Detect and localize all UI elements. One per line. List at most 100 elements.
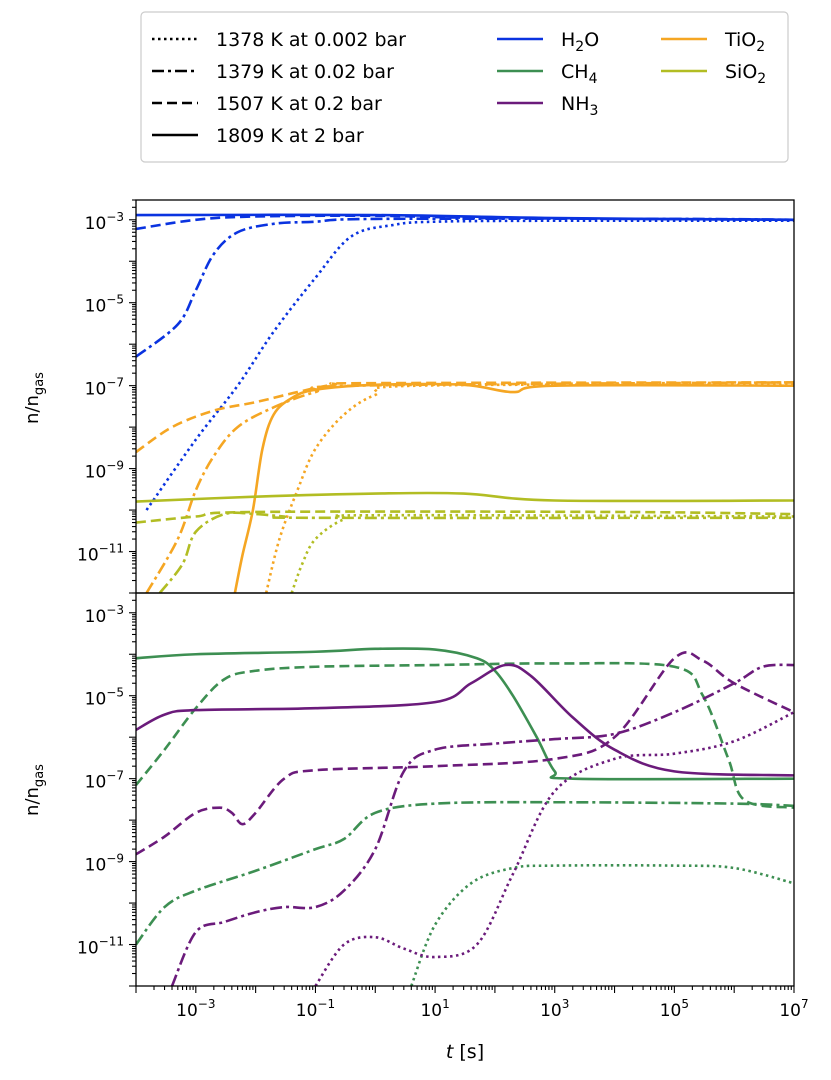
- x-tick-label-base: 10: [296, 1001, 318, 1021]
- y-tick-label-base: 10: [77, 546, 99, 566]
- legend-species-sub: 3: [590, 103, 599, 119]
- series-tio2-1507-k-at-0-2-bar: [136, 381, 794, 454]
- x-tick-label-exp: −1: [317, 997, 335, 1011]
- series-sio2-1378-k-at-0-002-bar: [290, 513, 794, 593]
- x-tick-label-exp: 3: [562, 997, 570, 1011]
- legend-species-label: H2O: [561, 29, 599, 55]
- x-axis-label-unit: [s]: [453, 1041, 484, 1063]
- y-tick-label: 10−3: [85, 603, 124, 627]
- y-tick-label: 10−7: [85, 376, 124, 400]
- legend-linestyle-label: 1379 K at 0.02 bar: [216, 61, 394, 83]
- series-tio2-1809-k-at-2-bar: [233, 382, 794, 593]
- x-tick-label: 101: [420, 997, 449, 1021]
- legend-linestyle-label: 1507 K at 0.2 bar: [216, 93, 382, 115]
- legend-linestyle-label: 1378 K at 0.002 bar: [216, 29, 406, 51]
- legend-species-label: SiO2: [725, 61, 766, 87]
- legend-species-sub: 2: [756, 39, 765, 55]
- bottom-panel-lines: [136, 647, 794, 986]
- legend-species-base: TiO: [724, 29, 756, 51]
- x-axis-ticks: 10−3 10−1 101 103 105 107: [135, 986, 809, 1021]
- series-h2o-1379-k-at-0-02-bar: [136, 217, 794, 358]
- x-tick-label: 10−3: [176, 997, 215, 1021]
- x-tick-label-base: 10: [540, 1001, 562, 1021]
- legend-species-label: NH3: [561, 93, 598, 119]
- y-tick-label-base: 10: [77, 939, 99, 959]
- y-tick-label-exp: −5: [106, 686, 124, 700]
- y-tick-label-base: 10: [85, 380, 107, 400]
- x-tick-label-base: 10: [420, 1001, 442, 1021]
- y-tick-label-base: 10: [85, 463, 107, 483]
- y-tick-label-exp: −3: [106, 210, 124, 224]
- legend-species-sub: 2: [575, 39, 584, 55]
- y-tick-label-base: 10: [85, 214, 107, 234]
- y-tick-label: 10−3: [85, 210, 124, 234]
- y-tick-label: 10−5: [85, 293, 124, 317]
- y-tick-label: 10−11: [77, 935, 124, 959]
- top-panel-lines: [136, 213, 794, 593]
- series-ch4-1379-k-at-0-02-bar: [136, 800, 794, 946]
- legend-frame: [140, 11, 789, 163]
- x-tick-label: 10−1: [296, 997, 335, 1021]
- legend: 1378 K at 0.002 bar 1379 K at 0.02 bar 150…: [140, 11, 789, 163]
- x-tick-label-exp: 5: [681, 997, 689, 1011]
- y-tick-label-exp: −5: [106, 293, 124, 307]
- top-y-axis-label-base: n/n: [22, 395, 43, 424]
- y-tick-label-base: 10: [85, 773, 107, 793]
- legend-species-base: H: [561, 29, 575, 51]
- y-tick-label-exp: −3: [106, 603, 124, 617]
- legend-species-label: TiO2: [724, 29, 765, 55]
- x-axis-label-var: t: [446, 1041, 455, 1063]
- y-tick-label-exp: −11: [99, 935, 124, 949]
- series-nh3-1378-k-at-0-002-bar: [314, 711, 794, 986]
- y-tick-label-exp: −7: [106, 769, 124, 783]
- x-tick-label: 103: [540, 997, 569, 1021]
- bottom-y-axis-label: n/ngas: [22, 764, 47, 816]
- x-tick-label: 107: [779, 997, 808, 1021]
- y-tick-label: 10−11: [77, 542, 124, 566]
- legend-species-base: CH: [561, 61, 589, 83]
- series-ch4-1507-k-at-0-2-bar: [136, 661, 794, 809]
- x-tick-label-exp: 1: [442, 997, 450, 1011]
- y-tick-label: 10−9: [85, 852, 124, 876]
- series-tio2-1379-k-at-0-02-bar: [145, 381, 794, 593]
- top-y-axis-label-sub: gas: [32, 372, 47, 395]
- legend-linestyle-label: 1809 K at 2 bar: [216, 125, 364, 147]
- top-panel-frame: [135, 199, 795, 594]
- y-tick-label: 10−9: [85, 459, 124, 483]
- x-tick-label-base: 10: [176, 1001, 198, 1021]
- x-axis-label: t [s]: [446, 1041, 484, 1063]
- y-tick-label-exp: −9: [106, 459, 124, 473]
- y-tick-label-base: 10: [85, 297, 107, 317]
- bottom-panel-frame: [135, 592, 795, 987]
- series-sio2-1507-k-at-0-2-bar: [136, 510, 794, 524]
- legend-species-base: NH: [561, 93, 590, 115]
- x-tick-label-base: 10: [779, 1001, 801, 1021]
- x-tick-label-base: 10: [660, 1001, 682, 1021]
- series-nh3-1809-k-at-2-bar: [136, 663, 794, 777]
- legend-species-sub: 4: [589, 71, 598, 87]
- y-tick-label-base: 10: [85, 856, 107, 876]
- x-tick-label-exp: −3: [198, 997, 216, 1011]
- legend-species-base: SiO: [725, 61, 757, 83]
- y-tick-label-exp: −7: [106, 376, 124, 390]
- legend-species-tail: O: [584, 29, 599, 51]
- bottom-y-axis-label-sub: gas: [32, 764, 47, 787]
- y-tick-label-exp: −11: [99, 542, 124, 556]
- y-tick-label-base: 10: [85, 607, 107, 627]
- series-ch4-1809-k-at-2-bar: [136, 647, 794, 781]
- top-y-axis-label: n/ngas: [22, 372, 47, 424]
- y-tick-label: 10−7: [85, 769, 124, 793]
- series-sio2-1379-k-at-0-02-bar: [158, 511, 794, 593]
- series-ch4-1378-k-at-0-002-bar: [410, 864, 794, 986]
- series-tio2-1378-k-at-0-002-bar: [264, 383, 794, 593]
- x-tick-label: 105: [660, 997, 689, 1021]
- y-tick-label-base: 10: [85, 690, 107, 710]
- series-sio2-1809-k-at-2-bar: [136, 491, 794, 503]
